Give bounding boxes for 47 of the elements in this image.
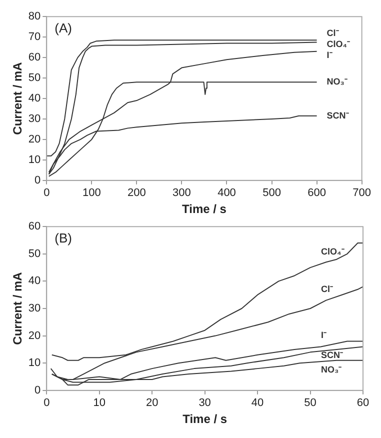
y-tick-label: 50 <box>28 72 41 84</box>
y-axis-title: Current / mA <box>10 272 25 345</box>
series-label: SCN⁻ <box>321 350 344 360</box>
x-tick-label: 600 <box>308 187 326 200</box>
x-tick-label: 400 <box>218 187 236 200</box>
x-tick-label: 700 <box>352 187 372 200</box>
y-tick-label: 10 <box>28 357 41 370</box>
x-tick-label: 20 <box>146 397 158 410</box>
x-tick-label: 100 <box>82 187 101 200</box>
x-tick-label: 10 <box>93 397 106 410</box>
y-tick-label: 40 <box>28 275 41 288</box>
y-tick-label: 30 <box>28 113 41 126</box>
y-axis-title: Current / mA <box>10 62 25 135</box>
x-tick-label: 500 <box>262 187 281 200</box>
x-tick-label: 40 <box>251 397 264 410</box>
series-label: SCN⁻ <box>326 110 349 120</box>
x-axis-title: Time / s <box>182 412 228 426</box>
x-tick-label: 300 <box>172 187 191 200</box>
x-tick-label: 50 <box>304 397 316 410</box>
y-tick-label: 0 <box>34 174 41 186</box>
x-axis-title: Time / s <box>182 202 227 216</box>
series-label: ClO₄⁻ <box>321 246 344 256</box>
x-tick-label: 0 <box>44 187 50 200</box>
annotation: (A) <box>54 20 72 36</box>
x-tick-label: 0 <box>44 397 50 410</box>
x-tick-label: 30 <box>198 397 211 410</box>
series-label: ClO₄⁻ <box>326 39 350 50</box>
series-label: NO₃⁻ <box>326 76 348 87</box>
y-tick-label: 0 <box>34 384 41 396</box>
y-tick-label: 80 <box>28 10 41 23</box>
series-label: I⁻ <box>326 50 332 60</box>
y-tick-label: 20 <box>28 330 41 342</box>
series-label: Cl⁻ <box>326 28 339 38</box>
y-tick-label: 50 <box>28 248 41 260</box>
series-label: NO₃⁻ <box>321 364 342 374</box>
y-tick-label: 60 <box>28 52 41 64</box>
y-tick-label: 60 <box>28 220 41 233</box>
series-label: I⁻ <box>321 330 327 340</box>
y-tick-label: 30 <box>28 302 41 315</box>
y-tick-label: 10 <box>28 154 41 166</box>
annotation: (B) <box>54 230 72 246</box>
series-label: Cl⁻ <box>321 284 333 294</box>
x-tick-label: 60 <box>356 397 370 410</box>
x-tick-label: 200 <box>128 187 146 200</box>
y-tick-label: 40 <box>28 92 41 105</box>
y-tick-label: 70 <box>28 31 41 44</box>
y-tick-label: 20 <box>28 133 41 146</box>
